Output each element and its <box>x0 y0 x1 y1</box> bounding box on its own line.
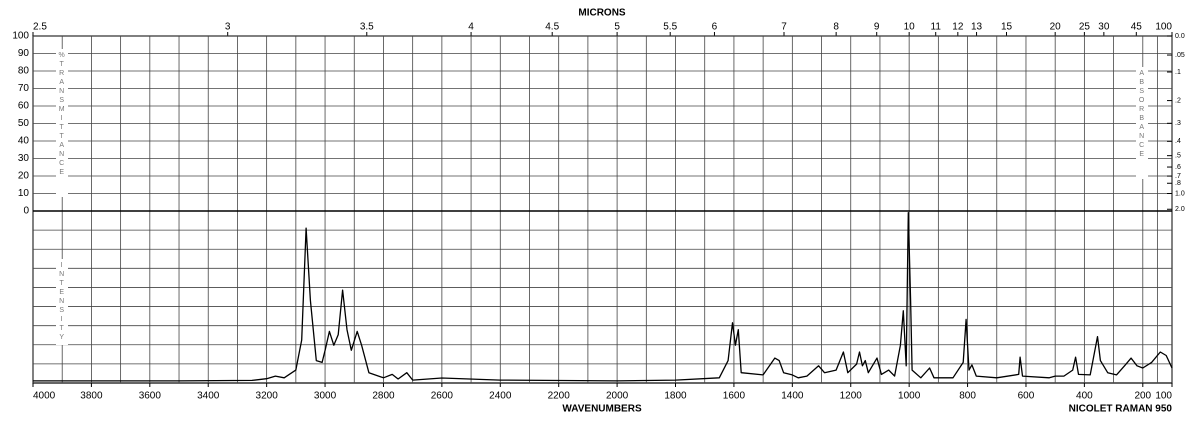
x-tick-label: 1400 <box>781 391 804 402</box>
y-tick-label: 60 <box>18 101 30 112</box>
instrument-label: NICOLET RAMAN 950 <box>1069 404 1173 415</box>
absorbance-tick-label: .3 <box>1175 120 1181 127</box>
x-tick-label: 400 <box>1076 391 1093 402</box>
y-tick-label: 70 <box>18 83 30 94</box>
absorbance-tick-label: .1 <box>1175 69 1181 76</box>
micron-tick-label: 4 <box>468 22 474 33</box>
micron-tick-label: 9 <box>874 22 880 33</box>
micron-tick-label: 3.5 <box>360 22 374 33</box>
x-tick-label: 800 <box>959 391 976 402</box>
micron-tick-label: 10 <box>904 22 916 33</box>
x-tick-label: 2200 <box>548 391 571 402</box>
micron-tick-label: 3 <box>225 22 231 33</box>
absorbance-tick-label: .2 <box>1175 97 1181 104</box>
x-tick-label: 3200 <box>256 391 279 402</box>
micron-tick-label: 13 <box>971 22 983 33</box>
micron-tick-label: 7 <box>781 22 787 33</box>
transmittance-label: %TRANSMITTANCE <box>58 52 65 178</box>
micron-tick-label: 4.5 <box>545 22 559 33</box>
micron-tick-label: 8 <box>833 22 839 33</box>
absorbance-tick-label: .7 <box>1175 173 1181 180</box>
x-tick-label: 2400 <box>489 391 512 402</box>
micron-tick-label: 11 <box>931 22 942 33</box>
y-tick-label: 40 <box>18 136 30 147</box>
micron-tick-label: 6 <box>712 22 718 33</box>
absorbance-tick-label: 0.0 <box>1175 33 1185 40</box>
x-tick-label: 4000 <box>33 391 56 402</box>
transmittance-label-backing <box>56 49 68 197</box>
x-tick-label: 3800 <box>80 391 103 402</box>
micron-tick-label: 100 <box>1155 22 1172 33</box>
absorbance-tick-label: 2.0 <box>1175 206 1185 213</box>
y-tick-label: 90 <box>18 48 30 59</box>
spectrum-line <box>33 212 1173 382</box>
x-tick-label: 3600 <box>139 391 162 402</box>
micron-tick-label: 5.5 <box>663 22 677 33</box>
y-tick-label: 30 <box>18 153 30 164</box>
intensity-label: INTENSITY <box>58 262 65 343</box>
micron-tick-label: 15 <box>1001 22 1013 33</box>
absorbance-tick-label: .6 <box>1175 164 1181 171</box>
x-tick-label: 600 <box>1018 391 1035 402</box>
y-tick-label: 100 <box>12 31 29 42</box>
micron-tick-label: 12 <box>952 22 964 33</box>
micron-tick-label: 45 <box>1131 22 1143 33</box>
x-tick-label: 1000 <box>898 391 921 402</box>
absorbance-tick-label: .05 <box>1175 52 1185 59</box>
absorbance-tick-label: 1.0 <box>1175 190 1185 197</box>
x-axis-label: WAVENUMBERS <box>562 404 642 415</box>
absorbance-tick-label: .8 <box>1175 180 1181 187</box>
absorbance-tick-label: .5 <box>1175 153 1181 160</box>
micron-tick-label: 2.5 <box>33 22 47 33</box>
x-tick-label: 100 <box>1155 391 1172 402</box>
absorbance-label: ABSORBANCE <box>1138 70 1145 160</box>
x-tick-label: 3400 <box>197 391 220 402</box>
plot-frame <box>32 35 1173 384</box>
y-tick-label: 0 <box>23 206 29 217</box>
y-tick-label: 80 <box>18 66 30 77</box>
x-tick-label: 3000 <box>314 391 337 402</box>
absorbance-tick-label: .4 <box>1175 138 1181 145</box>
micron-tick-label: 20 <box>1050 22 1062 33</box>
y-tick-label: 20 <box>18 171 30 182</box>
micron-tick-label: 30 <box>1098 22 1110 33</box>
top-axis-label: MICRONS <box>578 8 626 19</box>
micron-tick-label: 5 <box>614 22 620 33</box>
micron-tick-label: 25 <box>1079 22 1091 33</box>
intensity-label-backing <box>56 259 68 345</box>
y-tick-label: 10 <box>18 188 30 199</box>
x-tick-label: 1800 <box>664 391 687 402</box>
absorbance-label-backing <box>1136 67 1148 179</box>
x-tick-label: 2000 <box>606 391 629 402</box>
x-tick-label: 2600 <box>431 391 454 402</box>
x-tick-label: 1600 <box>723 391 746 402</box>
x-tick-label: 2800 <box>372 391 395 402</box>
x-tick-label: 200 <box>1134 391 1151 402</box>
y-tick-label: 50 <box>18 118 30 129</box>
x-tick-label: 1200 <box>840 391 863 402</box>
